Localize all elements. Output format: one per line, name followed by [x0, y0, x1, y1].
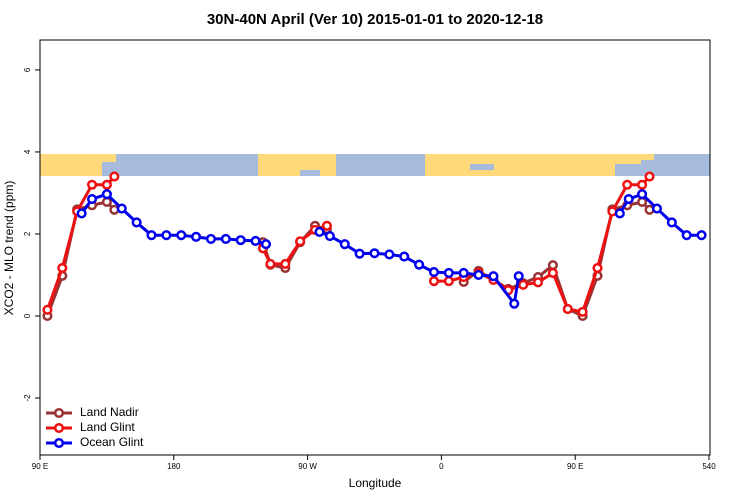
- y-tick-label: 0: [23, 313, 32, 318]
- map-band: [40, 154, 710, 176]
- point: [651, 203, 663, 214]
- y-tick-label: 6: [23, 67, 32, 72]
- legend-label: Land Nadir: [80, 405, 139, 419]
- point: [637, 196, 648, 208]
- point: [623, 194, 634, 205]
- plot-frame: [39, 39, 711, 456]
- point: [116, 203, 127, 214]
- point: [547, 267, 558, 278]
- point: [644, 171, 655, 182]
- point: [622, 179, 633, 190]
- point: [384, 249, 395, 260]
- point: [321, 220, 332, 231]
- point: [280, 258, 291, 269]
- point: [57, 262, 68, 274]
- x-tick-label: 90 E: [32, 462, 48, 471]
- point: [443, 267, 454, 278]
- point: [518, 279, 529, 290]
- x-tick-label: 90 W: [298, 462, 317, 471]
- point: [191, 231, 202, 242]
- point: [509, 298, 520, 309]
- point: [696, 230, 707, 241]
- point: [314, 226, 325, 237]
- point: [443, 276, 454, 287]
- point: [324, 230, 335, 242]
- point: [339, 239, 350, 250]
- y-tick-label: 4: [23, 149, 32, 154]
- point: [176, 230, 187, 241]
- point: [205, 233, 217, 244]
- point: [488, 271, 499, 282]
- chart-title: 30N-40N April (Ver 10) 2015-01-01 to 202…: [207, 11, 543, 28]
- x-tick-label: 0: [439, 462, 444, 471]
- x-tick-label: 540: [702, 462, 716, 471]
- point: [101, 179, 112, 190]
- point: [101, 189, 112, 200]
- y-tick-label: -2: [23, 394, 32, 402]
- point: [637, 179, 648, 190]
- point: [235, 235, 246, 246]
- point: [473, 269, 484, 281]
- point: [131, 217, 142, 228]
- y-axis-label: XCO2 - MLO trend (ppm): [2, 181, 16, 316]
- point: [86, 179, 98, 190]
- point: [369, 248, 380, 259]
- point: [513, 271, 524, 282]
- point: [109, 171, 120, 182]
- point: [101, 196, 112, 208]
- point: [86, 194, 98, 205]
- point: [428, 267, 440, 278]
- point: [414, 259, 425, 270]
- x-tick-label: 180: [167, 462, 181, 471]
- point: [42, 304, 53, 315]
- point: [146, 230, 157, 241]
- point: [666, 217, 677, 228]
- point: [76, 208, 87, 219]
- point: [562, 303, 573, 315]
- point: [260, 239, 272, 250]
- y-tick-label: 2: [23, 231, 32, 236]
- legend-marker: [53, 407, 65, 419]
- point: [577, 306, 588, 317]
- point: [681, 230, 692, 241]
- point: [220, 233, 231, 244]
- point: [295, 236, 306, 247]
- point: [354, 248, 365, 259]
- point: [265, 258, 276, 269]
- x-tick-label: 90 E: [567, 462, 583, 471]
- legend-marker: [53, 422, 65, 434]
- point: [637, 189, 648, 200]
- point: [428, 276, 440, 287]
- point: [614, 208, 625, 219]
- point: [458, 267, 469, 278]
- point: [532, 277, 544, 288]
- x-axis-label: Longitude: [349, 476, 402, 490]
- legend-label: Ocean Glint: [80, 435, 144, 449]
- point: [399, 251, 410, 262]
- point: [547, 260, 558, 271]
- point: [592, 262, 603, 274]
- legend-marker: [53, 437, 65, 449]
- point: [161, 230, 172, 241]
- point: [250, 235, 261, 246]
- legend-label: Land Glint: [80, 420, 135, 434]
